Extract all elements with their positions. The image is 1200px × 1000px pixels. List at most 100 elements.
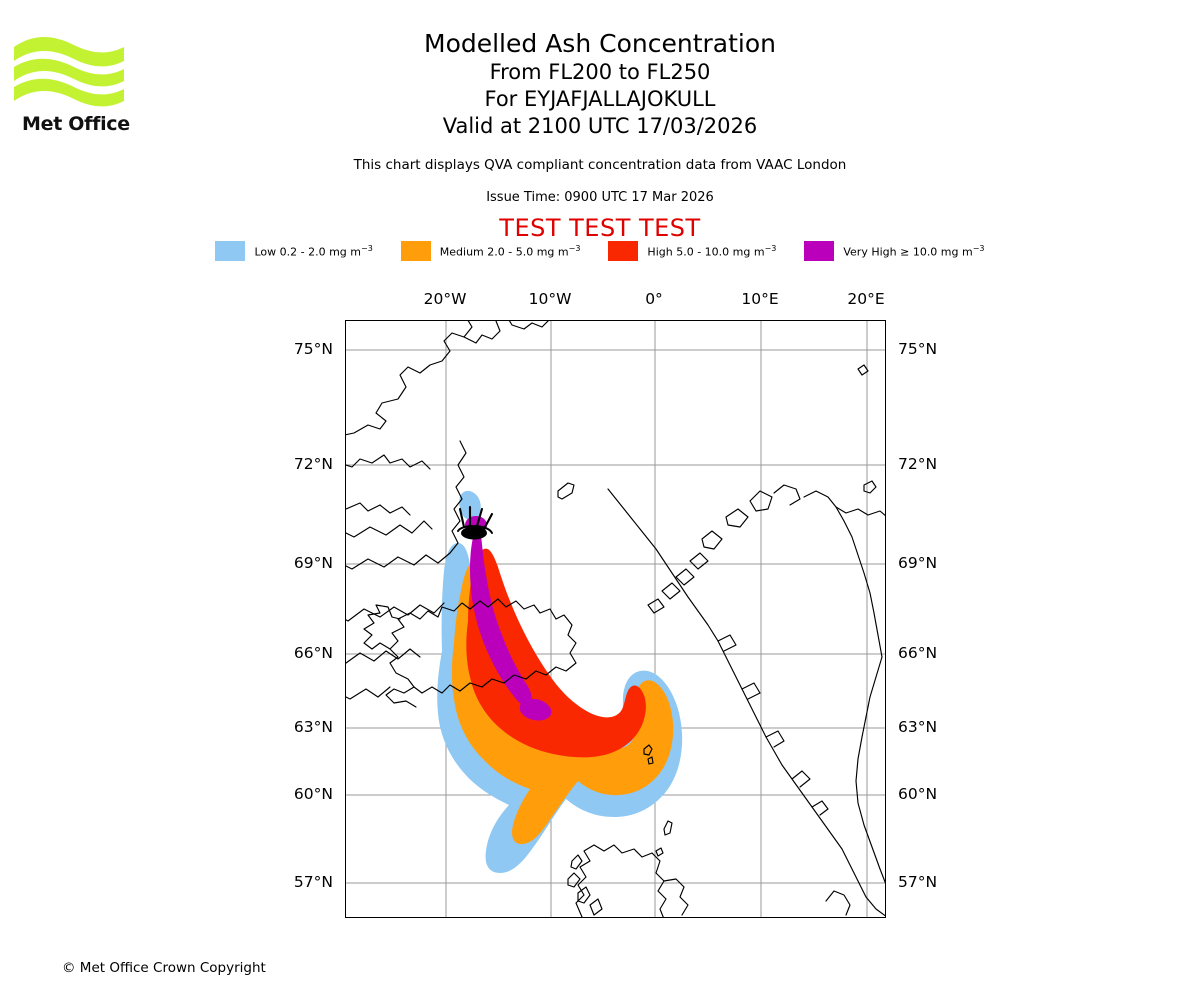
legend-medium: Medium 2.0 - 5.0 mg m−3 <box>400 241 581 261</box>
volcano-marker <box>457 505 494 540</box>
legend-high-label: High 5.0 - 10.0 mg m−3 <box>647 243 777 259</box>
lon-tick-top-3: 10°E <box>741 290 779 308</box>
coastline-norway-ne <box>803 490 885 517</box>
graticule-grid <box>346 321 885 917</box>
lat-tick-right-69: 69°N <box>898 554 938 572</box>
legend-medium-label: Medium 2.0 - 5.0 mg m−3 <box>439 243 581 259</box>
lon-tick-top-1: 10°W <box>528 290 572 308</box>
lat-tick-right-57: 57°N <box>898 873 938 891</box>
coastline-norway-lofoten-1 <box>689 552 709 570</box>
lon-tick-top-0: 20°W <box>423 290 467 308</box>
coastline-norway-lofoten-2 <box>675 568 695 586</box>
coastline-norway-finnmark <box>749 490 773 512</box>
plume-contour-very-high <box>470 528 532 707</box>
coastline-greenland-south-1 <box>346 552 451 570</box>
legend-low-label: Low 0.2 - 2.0 mg m−3 <box>254 243 373 259</box>
coastline-greenland-fjords-1 <box>346 454 431 470</box>
ash-plume <box>437 490 683 873</box>
chart-subtitle: This chart displays QVA compliant concen… <box>353 157 847 173</box>
coastline-norway-se <box>855 656 885 884</box>
coastline-norway-fjord-1 <box>811 800 829 816</box>
coastline-norway-lofoten-4 <box>647 598 665 614</box>
coastline-greenland-south-3 <box>346 648 421 664</box>
title-line-4: Valid at 2100 UTC 17/03/2026 <box>442 114 758 138</box>
lat-tick-right-60: 60°N <box>898 785 938 803</box>
coastline-norway-troms <box>725 508 749 528</box>
lat-tick-right-75: 75°N <box>898 340 938 358</box>
logo-text: Met Office <box>22 113 130 135</box>
coastline-greenland-south-4 <box>346 686 391 700</box>
coastline-greenland-mid <box>346 520 433 538</box>
test-banner: TEST TEST TEST <box>499 214 701 242</box>
coastline-norway-fjord-5 <box>717 634 737 652</box>
logo-waves-icon <box>14 37 124 107</box>
page-title: Modelled Ash Concentration From FL200 to… <box>0 28 1200 140</box>
lat-tick-left-72: 72°N <box>293 455 333 473</box>
plume-contour-high <box>466 548 646 758</box>
coastline-iceland <box>389 598 577 694</box>
legend-very-high: Very High ≥ 10.0 mg m−3 <box>804 241 985 261</box>
title-line-3: For EYJAFJALLAJOKULL <box>484 87 716 111</box>
legend-low: Low 0.2 - 2.0 mg m−3 <box>215 241 373 261</box>
lat-tick-right-63: 63°N <box>898 718 938 736</box>
legend-high: High 5.0 - 10.0 mg m−3 <box>608 241 776 261</box>
coastline-norway-lofoten-3 <box>661 582 681 600</box>
coastline-hebrides-1 <box>570 854 583 870</box>
lon-tick-top-2: 0° <box>645 290 663 308</box>
coastline-jan-mayen <box>557 482 575 500</box>
coastline-faroes-b <box>647 756 654 765</box>
coastline-greenland-fjords-2 <box>346 502 411 516</box>
legend-very-high-swatch <box>804 241 835 261</box>
coastline-denmark-skagerrak <box>825 890 851 916</box>
coastline-norway-north <box>773 484 801 506</box>
map-frame <box>345 320 886 918</box>
lat-tick-left-63: 63°N <box>293 718 333 736</box>
coastline-norway-inner <box>835 506 883 658</box>
lat-tick-left-57: 57°N <box>293 873 333 891</box>
lat-tick-right-72: 72°N <box>898 455 938 473</box>
map-panel[interactable] <box>345 320 886 918</box>
coastline-greenland-c <box>508 321 549 330</box>
coastline-hebrides-3 <box>577 886 591 904</box>
title-line-1: Modelled Ash Concentration <box>424 29 776 58</box>
lat-tick-left-69: 69°N <box>293 554 333 572</box>
concentration-legend: Low 0.2 - 2.0 mg m−3 Medium 2.0 - 5.0 mg… <box>0 240 1200 262</box>
coastline-greenland <box>346 321 473 436</box>
plume-contour-low-north <box>459 490 481 521</box>
title-line-2: From FL200 to FL250 <box>489 60 711 84</box>
copyright-footer: © Met Office Crown Copyright <box>62 960 266 976</box>
legend-medium-swatch <box>400 241 431 261</box>
legend-high-swatch <box>608 241 639 261</box>
coastline-shetland <box>663 820 673 836</box>
coastline-scotland-east <box>663 878 689 916</box>
coastline-scotland <box>575 844 667 917</box>
lon-tick-top-4: 20°E <box>847 290 885 308</box>
coastline-greenland-b <box>463 321 501 344</box>
map-canvas <box>346 321 885 917</box>
coastline-greenland-outer <box>449 440 467 554</box>
coastline-bear-island <box>863 480 877 494</box>
coastline-greenland-south-2 <box>346 602 445 622</box>
met-office-logo: Met Office <box>12 25 132 135</box>
coastline-iceland-sw <box>385 686 417 708</box>
coastline-norway-fjord-4 <box>741 682 761 700</box>
lat-tick-left-66: 66°N <box>293 644 333 662</box>
plume-very-high-blob-1 <box>519 698 552 721</box>
lat-tick-left-75: 75°N <box>293 340 333 358</box>
legend-very-high-label: Very High ≥ 10.0 mg m−3 <box>843 243 985 259</box>
coastline-iceland-westfjords <box>363 604 401 650</box>
coastline-hebrides-2 <box>567 872 581 888</box>
coastline-norway-vesteralen <box>701 530 723 550</box>
issue-time: Issue Time: 0900 UTC 17 Mar 2026 <box>486 190 714 205</box>
plume-contour-medium <box>451 561 674 845</box>
coastline-hebrides-4 <box>589 898 603 916</box>
legend-low-swatch <box>215 241 246 261</box>
coastline-svalbard-islet <box>857 364 869 376</box>
lat-tick-right-66: 66°N <box>898 644 938 662</box>
lat-tick-left-60: 60°N <box>293 785 333 803</box>
coastline-norway-fjord-2 <box>791 770 811 788</box>
coastline-orkney <box>655 847 664 857</box>
coastlines <box>346 321 885 917</box>
coastline-norway-fjord-3 <box>765 730 785 748</box>
